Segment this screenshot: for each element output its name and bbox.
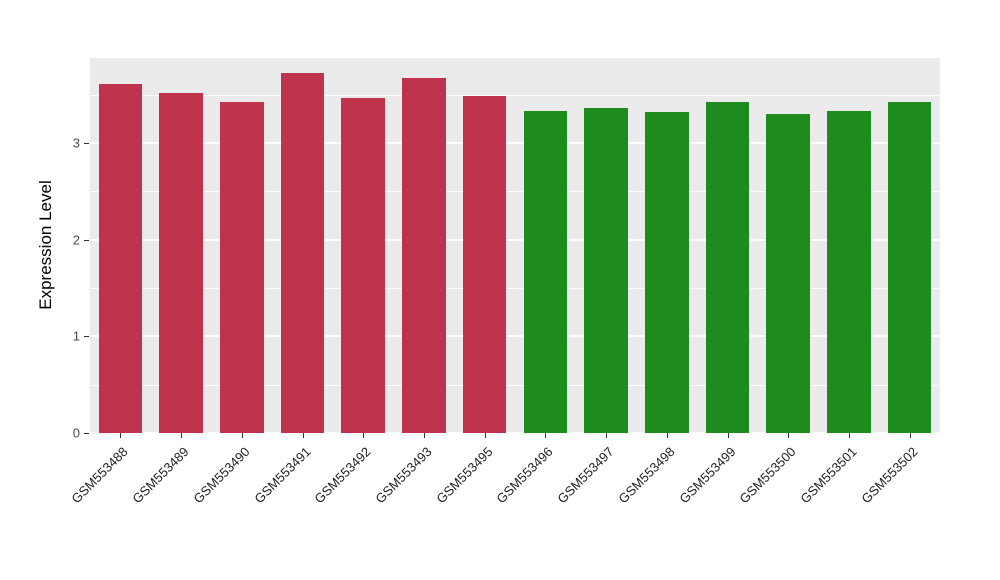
- x-tick-label: GSM553495: [433, 444, 496, 507]
- y-tick-mark: [84, 336, 89, 338]
- y-tick-mark: [84, 433, 89, 434]
- x-tick-label: GSM553490: [190, 444, 253, 507]
- bar: [827, 111, 871, 433]
- x-tick-label: GSM553496: [493, 444, 556, 507]
- x-tick-mark: [909, 433, 911, 438]
- x-tick-label: GSM553488: [68, 444, 131, 507]
- x-tick-label: GSM553491: [250, 444, 314, 507]
- y-tick-label: 0: [72, 425, 80, 441]
- x-tick-label: GSM553500: [736, 444, 799, 507]
- x-tick-mark: [727, 433, 729, 438]
- bar: [462, 95, 507, 433]
- bar: [341, 97, 386, 433]
- x-tick-mark: [545, 433, 547, 438]
- x-tick-label: GSM553501: [797, 444, 860, 507]
- gridline-major: [90, 142, 940, 145]
- y-tick-mark: [84, 143, 89, 145]
- x-tick-label: GSM553497: [554, 444, 617, 507]
- bar: [766, 114, 811, 433]
- bar: [98, 84, 143, 433]
- bar: [644, 112, 689, 433]
- bar: [159, 92, 203, 433]
- bar: [219, 102, 264, 433]
- y-tick-label: 2: [72, 232, 80, 248]
- bar: [887, 101, 932, 433]
- gridline-minor: [90, 191, 940, 193]
- x-tick-mark: [423, 433, 425, 438]
- gridline-major: [90, 335, 940, 338]
- x-tick-mark: [241, 433, 243, 438]
- x-tick-mark: [484, 433, 486, 438]
- x-tick-mark: [606, 433, 608, 438]
- y-tick-mark: [84, 239, 89, 241]
- gridline-minor: [90, 288, 940, 290]
- x-tick-mark: [120, 433, 122, 438]
- x-tick-mark: [302, 433, 304, 438]
- x-tick-mark: [848, 433, 850, 438]
- gridline-minor: [90, 384, 940, 386]
- y-tick-label: 1: [72, 328, 80, 344]
- x-tick-mark: [363, 433, 365, 438]
- x-tick-label: GSM553493: [372, 444, 435, 507]
- x-tick-label: GSM553489: [129, 444, 192, 507]
- x-tick-mark: [666, 433, 668, 438]
- x-tick-label: GSM553498: [615, 444, 678, 507]
- plot-panel: [90, 58, 940, 434]
- x-tick-mark: [181, 433, 183, 438]
- gridline-major: [90, 238, 940, 241]
- x-tick-label: GSM553492: [311, 444, 374, 507]
- bar: [402, 78, 446, 433]
- bar: [705, 101, 750, 433]
- x-tick-label: GSM553502: [858, 444, 921, 507]
- gridline-minor: [90, 94, 940, 96]
- gridline-major: [90, 432, 940, 434]
- y-tick-label: 3: [72, 135, 80, 151]
- x-tick-mark: [788, 433, 790, 438]
- bar: [280, 73, 325, 433]
- bar: [584, 108, 628, 433]
- x-tick-label: GSM553499: [675, 444, 739, 507]
- bar: [523, 111, 568, 433]
